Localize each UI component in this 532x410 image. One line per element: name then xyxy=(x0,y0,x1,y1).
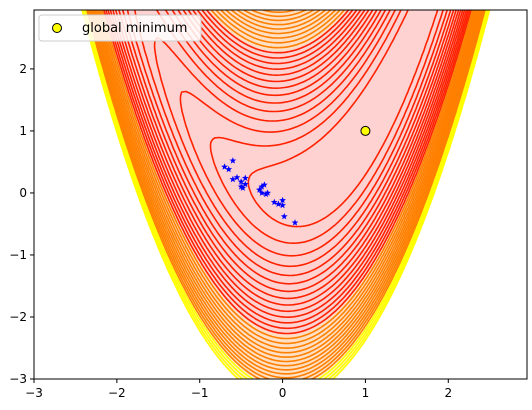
contour-line xyxy=(85,10,487,379)
sample-point xyxy=(237,178,245,185)
sample-point xyxy=(233,173,241,181)
contour-line xyxy=(88,10,485,379)
sample-point xyxy=(239,184,247,191)
sample-point xyxy=(291,219,299,226)
sample-point xyxy=(279,196,286,204)
contour-line xyxy=(90,10,483,371)
sample-point xyxy=(264,189,272,196)
legend: global minimum xyxy=(38,14,202,42)
contour-line xyxy=(86,10,486,379)
contour-lines xyxy=(81,10,491,379)
sample-point xyxy=(270,198,278,206)
sample-point xyxy=(229,175,237,183)
contour-line xyxy=(89,10,484,375)
sample-point xyxy=(279,201,286,209)
global-minimum-point xyxy=(360,125,371,136)
sample-point xyxy=(258,183,266,190)
sample-point xyxy=(229,157,237,164)
contour-line xyxy=(153,10,452,268)
sample-point xyxy=(255,186,263,193)
sample-point xyxy=(241,174,249,181)
plot-area xyxy=(34,10,527,379)
x-tick-label: −3 xyxy=(25,386,43,400)
sample-point xyxy=(262,190,270,198)
x-tick-label: −1 xyxy=(191,386,209,400)
contour-line xyxy=(83,10,489,379)
contour-line xyxy=(121,10,460,293)
legend-box xyxy=(38,14,202,42)
sample-point xyxy=(237,183,245,190)
contour-line xyxy=(179,10,448,257)
sample-markers xyxy=(221,125,371,226)
axes: −3 −2 −1 0 1 2 −3 −2 −1 0 1 2 xyxy=(9,62,452,400)
x-tick-label: −2 xyxy=(108,386,126,400)
legend-marker xyxy=(52,23,62,33)
y-tick-label: −2 xyxy=(9,310,27,324)
y-tick-label: −1 xyxy=(9,248,27,262)
y-tick-label: 1 xyxy=(19,124,27,138)
contour-line xyxy=(209,10,444,244)
x-tick-label: 0 xyxy=(279,386,287,400)
contour-line xyxy=(97,10,477,349)
contour-line xyxy=(112,10,466,313)
contour-line xyxy=(81,10,491,379)
contour-line xyxy=(84,10,488,379)
contour-line xyxy=(247,10,439,228)
contour-line xyxy=(92,10,481,367)
sample-point xyxy=(280,212,288,220)
y-tick-label: −3 xyxy=(9,372,27,386)
x-tick-label: 2 xyxy=(444,386,452,400)
sample-point xyxy=(225,165,233,173)
contour-line xyxy=(109,10,468,318)
sample-point xyxy=(258,189,266,196)
contour-line xyxy=(82,10,490,379)
contour-line xyxy=(107,10,469,324)
plot-frame xyxy=(33,9,528,380)
contour-line xyxy=(114,10,464,306)
sample-point xyxy=(275,200,282,208)
x-tick-label: 1 xyxy=(362,386,370,400)
legend-label: global minimum xyxy=(82,21,187,36)
y-tick-label: 0 xyxy=(19,186,27,200)
contour-line xyxy=(93,10,480,363)
sample-point xyxy=(260,181,268,188)
contour-line xyxy=(101,10,474,340)
contour-line xyxy=(94,10,479,358)
sample-point xyxy=(241,180,249,188)
contour-line xyxy=(99,10,475,345)
sample-point xyxy=(221,163,228,170)
y-tick-label: 2 xyxy=(19,62,27,76)
